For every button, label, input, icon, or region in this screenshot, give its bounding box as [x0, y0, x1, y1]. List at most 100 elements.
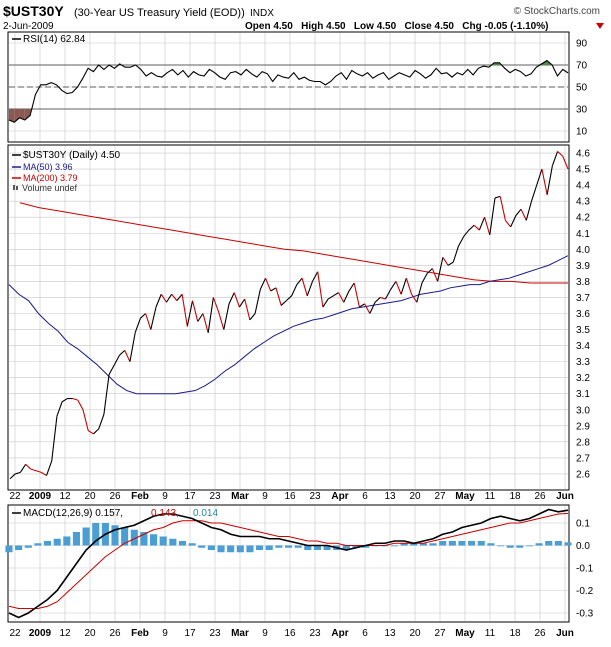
price-segment: [520, 208, 527, 221]
macd-histogram-bar: [390, 545, 399, 547]
price-segment: [150, 306, 157, 330]
price-y-tick: 3.7: [576, 293, 590, 304]
macd-histogram-bar: [535, 543, 543, 546]
x-tick-label-macd: 11: [485, 628, 496, 639]
price-y-tick: 3.2: [576, 373, 590, 384]
price-segment: [160, 293, 167, 303]
y-axis-ticks: 10 30 50 70 90 2.6 2.7 2.8 2.9 3.0 3.1 3.2 3.3 3.4 3.5…: [576, 39, 594, 620]
price-segment: [499, 196, 506, 221]
x-tick-label-price: 13: [384, 491, 396, 502]
macd-histogram-bar: [496, 545, 505, 547]
macd-histogram-bar: [15, 545, 23, 550]
price-segment: [541, 168, 548, 195]
price-segment: [108, 364, 115, 375]
price-segment: [494, 195, 501, 199]
macd-histogram-bar: [275, 545, 283, 548]
price-segment: [56, 401, 63, 417]
x-tick-label-price: 18: [509, 491, 521, 502]
price-segment: [400, 278, 407, 295]
price-segment: [484, 217, 491, 236]
macd-histogram-bar: [525, 545, 534, 547]
price-y-tick: 4.5: [576, 165, 590, 176]
x-tick-label-price: 20: [84, 491, 96, 502]
price-segment: [546, 165, 553, 195]
price-y-tick: 4.0: [576, 245, 590, 256]
x-tick-label-macd: Apr: [331, 628, 348, 639]
x-axis-ticks: 22 22 2009 2009 12 12 20 20 26 26 Feb Feb 9 9 17 17 23 23…: [9, 491, 573, 639]
macd-histogram-bar: [468, 541, 476, 546]
rsi-oversold-fill: [9, 109, 15, 123]
price-segment: [421, 273, 428, 284]
macd-y-tick: -0.2: [576, 586, 594, 597]
price-segment: [30, 468, 37, 472]
price-segment: [478, 217, 486, 231]
price-segment: [129, 332, 136, 362]
macd-signal-legend: 0.143,: [151, 508, 179, 519]
down-triangle-icon: [596, 23, 604, 29]
price-y-tick: 3.0: [576, 405, 590, 416]
x-tick-label-price: 9: [262, 491, 268, 502]
price-segment: [286, 295, 292, 302]
price-segment: [72, 398, 78, 401]
price-segment: [145, 313, 152, 330]
price-segment: [431, 268, 439, 282]
volume-legend-swatch: [13, 185, 15, 190]
x-tick-label-macd: 20: [409, 628, 421, 639]
macd-histogram-bar: [448, 541, 456, 546]
price-segment: [41, 471, 47, 477]
price-segment: [463, 229, 470, 237]
price-segment: [197, 313, 204, 322]
price-segment: [306, 281, 313, 297]
symbol-description: (30-Year US Treasury Yield (EOD)): [74, 7, 245, 19]
price-segment: [384, 289, 392, 300]
price-segment: [348, 282, 355, 292]
price-legend: $UST30Y (Daily) 4.50: [23, 150, 121, 161]
macd-histogram-bar: [111, 525, 119, 546]
price-segment: [458, 236, 465, 247]
price-y-tick: 3.3: [576, 357, 590, 368]
price-segment: [98, 414, 105, 430]
macd-histogram-bar: [72, 532, 81, 546]
macd-histogram-bar: [236, 545, 244, 553]
price-segment: [238, 298, 246, 308]
macd-histogram-bar: [487, 543, 495, 546]
price-segment: [405, 278, 413, 295]
macd-histogram-bar: [178, 541, 187, 546]
price-y-tick: 2.7: [576, 453, 590, 464]
exchange-label: INDX: [250, 8, 274, 19]
price-segment: [171, 293, 178, 301]
macd-histogram-bar: [53, 538, 61, 546]
quote-summary: Open 4.50 High 4.50 Low 4.50 Close 4.50 …: [245, 21, 548, 32]
volume-legend-swatch-2: [16, 186, 18, 190]
x-tick-label-macd: 13: [384, 628, 396, 639]
x-tick-label-price: 16: [284, 491, 296, 502]
price-segment: [333, 292, 339, 297]
x-tick-label-price: 9: [162, 491, 168, 502]
macd-histogram-bar: [419, 543, 427, 546]
rsi-legend: RSI(14) 62.84: [23, 34, 86, 45]
price-segment: [223, 303, 230, 330]
rsi-y-tick: 70: [576, 61, 588, 72]
macd-histogram-bar: [410, 543, 418, 546]
macd-histogram-bar: [304, 545, 312, 550]
price-segment: [557, 151, 564, 157]
x-tick-label-price: 27: [434, 491, 446, 502]
x-tick-label-macd: 2009: [29, 628, 52, 639]
price-segment: [275, 287, 282, 306]
macd-histogram-bar: [227, 545, 235, 553]
macd-histogram-bar: [198, 545, 206, 548]
macd-histogram-bar: [82, 527, 90, 546]
macd-y-tick: 0.0: [576, 541, 590, 552]
x-tick-label-price: 6: [362, 491, 368, 502]
price-segment: [228, 292, 235, 305]
price-segment: [551, 151, 559, 167]
macd-histogram-bar: [284, 545, 293, 548]
x-tick-label-macd: 20: [84, 628, 96, 639]
price-segment: [374, 297, 381, 303]
macd-histogram-bar: [429, 543, 437, 546]
price-segment: [202, 313, 209, 333]
price-segment: [437, 257, 444, 282]
price-segment: [119, 349, 126, 356]
